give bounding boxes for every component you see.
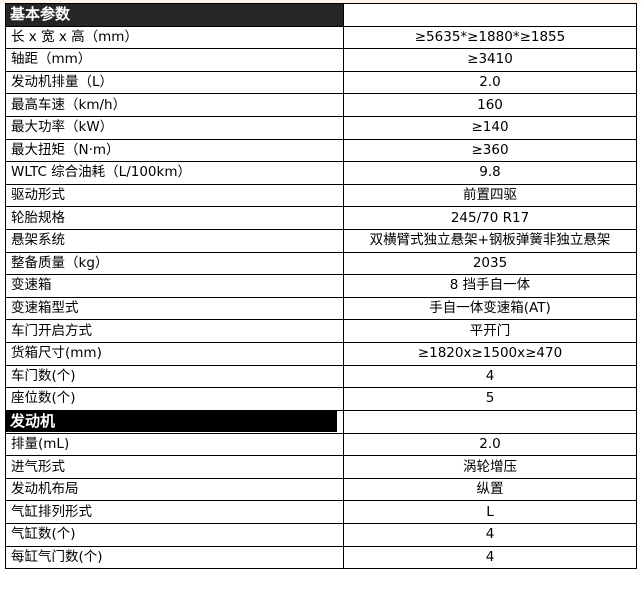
spec-label: 最大功率（kW） <box>5 115 344 140</box>
spec-label: 悬架系统 <box>5 228 344 253</box>
section-empty-cell <box>343 3 637 27</box>
spec-value: 2.0 <box>343 70 637 95</box>
spec-value: 前置四驱 <box>343 183 637 208</box>
spec-value: 涡轮增压 <box>343 455 637 479</box>
spec-value: 9.8 <box>343 161 637 185</box>
spec-label: 每缸气门数(个) <box>5 545 344 570</box>
spec-label: 最高车速（km/h） <box>5 93 344 117</box>
table-row: 发动机排量（L） 2.0 <box>5 70 637 95</box>
spec-value: 2.0 <box>343 432 637 457</box>
spec-label: 最大扭矩（N·m） <box>5 138 344 163</box>
section-empty-cell <box>343 409 637 434</box>
spec-label: 发动机布局 <box>5 477 344 502</box>
spec-label: 货箱尺寸(mm) <box>5 341 344 366</box>
table-row: 进气形式 涡轮增压 <box>5 455 637 479</box>
spec-label: 气缸排列形式 <box>5 500 344 525</box>
table-row: 驱动形式 前置四驱 <box>5 183 637 208</box>
table-row: 最大扭矩（N·m） ≥360 <box>5 138 637 163</box>
spec-label: 整备质量（kg） <box>5 251 344 276</box>
table-row: 变速箱 8 挡手自一体 <box>5 274 637 298</box>
table-row: 最高车速（km/h） 160 <box>5 93 637 117</box>
spec-label: 进气形式 <box>5 455 344 479</box>
spec-value: ≥3410 <box>343 48 637 72</box>
spec-label: 车门开启方式 <box>5 319 344 343</box>
spec-value: 5 <box>343 387 637 411</box>
spec-value: 8 挡手自一体 <box>343 274 637 298</box>
section-title: 发动机 <box>5 409 344 434</box>
spec-label: 变速箱 <box>5 274 344 298</box>
table-row: 车门数(个) 4 <box>5 364 637 389</box>
table-row: 排量(mL) 2.0 <box>5 432 637 457</box>
spec-label: 发动机排量（L） <box>5 70 344 95</box>
section-header-row: 基本参数 <box>5 3 637 27</box>
spec-value: ≥5635*≥1880*≥1855 <box>343 25 637 50</box>
spec-table: 基本参数长 x 宽 x 高（mm） ≥5635*≥1880*≥1855 轴距（mm）… <box>5 3 637 570</box>
table-row: 货箱尺寸(mm) ≥1820x≥1500x≥470 <box>5 341 637 366</box>
spec-label: 驱动形式 <box>5 183 344 208</box>
table-row: 每缸气门数(个) 4 <box>5 545 637 570</box>
table-row: 气缸数(个) 4 <box>5 523 637 547</box>
spec-label: 轴距（mm） <box>5 48 344 72</box>
spec-value: 4 <box>343 523 637 547</box>
section-title-text: 基本参数 <box>10 5 71 24</box>
spec-value: ≥360 <box>343 138 637 163</box>
spec-label: 长 x 宽 x 高（mm） <box>5 25 344 50</box>
spec-label: 车门数(个) <box>5 364 344 389</box>
spec-label: 轮胎规格 <box>5 206 344 230</box>
spec-value: 纵置 <box>343 477 637 502</box>
table-row: 最大功率（kW） ≥140 <box>5 115 637 140</box>
table-row: 整备质量（kg） 2035 <box>5 251 637 276</box>
spec-label: 座位数(个) <box>5 387 344 411</box>
spec-value: 2035 <box>343 251 637 276</box>
spec-value: 平开门 <box>343 319 637 343</box>
table-row: 轴距（mm） ≥3410 <box>5 48 637 72</box>
table-row: WLTC 综合油耗（L/100km） 9.8 <box>5 161 637 185</box>
spec-label: 排量(mL) <box>5 432 344 457</box>
spec-value: ≥140 <box>343 115 637 140</box>
table-row: 气缸排列形式 L <box>5 500 637 525</box>
spec-value: 4 <box>343 545 637 570</box>
spec-value: 160 <box>343 93 637 117</box>
table-row: 长 x 宽 x 高（mm） ≥5635*≥1880*≥1855 <box>5 25 637 50</box>
spec-value: ≥1820x≥1500x≥470 <box>343 341 637 366</box>
spec-value: 手自一体变速箱(AT) <box>343 296 637 321</box>
spec-label: 变速箱型式 <box>5 296 344 321</box>
spec-value: L <box>343 500 637 525</box>
spec-value: 双横臂式独立悬架+钢板弹簧非独立悬架 <box>343 228 637 253</box>
top-border <box>0 0 641 3</box>
section-header-row: 发动机 <box>5 409 637 434</box>
table-row: 座位数(个) 5 <box>5 387 637 411</box>
table-row: 发动机布局 纵置 <box>5 477 637 502</box>
spec-value: 4 <box>343 364 637 389</box>
table-row: 变速箱型式 手自一体变速箱(AT) <box>5 296 637 321</box>
table-row: 悬架系统 双横臂式独立悬架+钢板弹簧非独立悬架 <box>5 228 637 253</box>
section-title: 基本参数 <box>5 3 344 27</box>
spec-label: WLTC 综合油耗（L/100km） <box>5 161 344 185</box>
section-title-text: 发动机 <box>6 411 337 432</box>
spec-label: 气缸数(个) <box>5 523 344 547</box>
table-row: 车门开启方式 平开门 <box>5 319 637 343</box>
spec-value: 245/70 R17 <box>343 206 637 230</box>
table-row: 轮胎规格 245/70 R17 <box>5 206 637 230</box>
